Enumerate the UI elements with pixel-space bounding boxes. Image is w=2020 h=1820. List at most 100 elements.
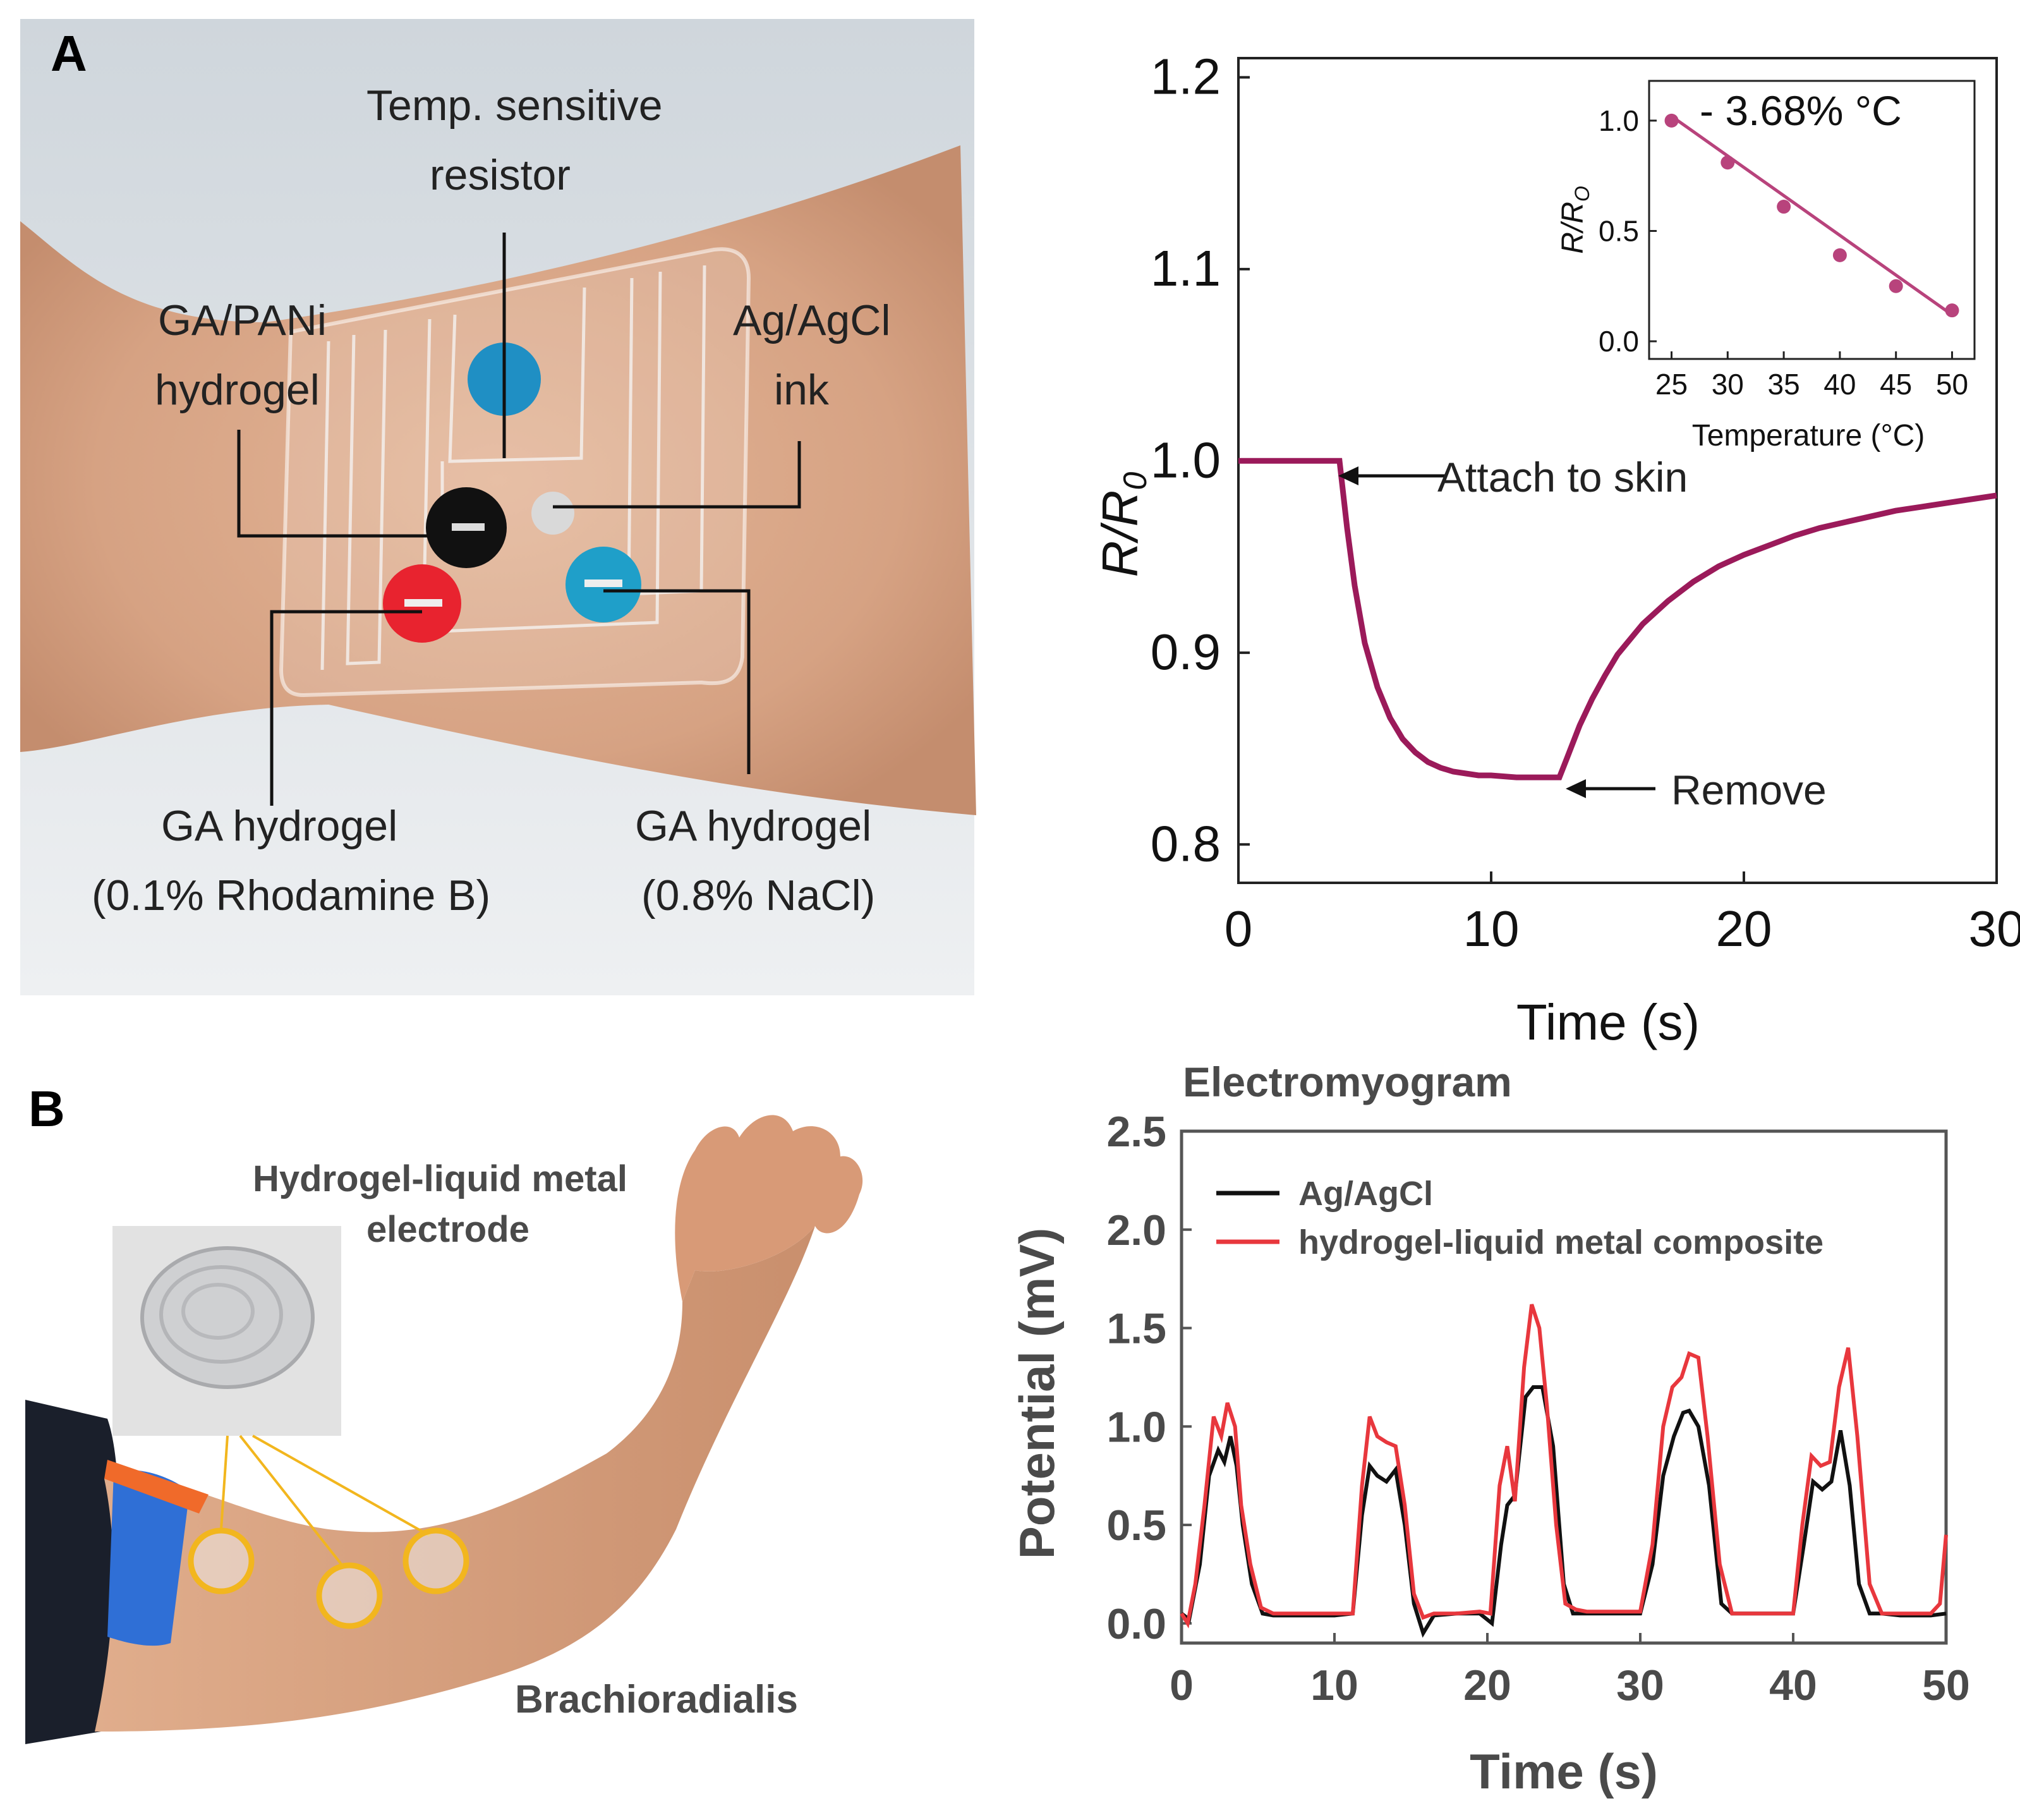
label-ga-pani-line2: hydrogel	[155, 366, 320, 414]
label-ga-rhodamine-line2: (0.1% Rhodamine B)	[92, 871, 490, 919]
red-dot-contact	[404, 599, 442, 607]
emg-y-tick-label: 2.0	[1106, 1206, 1166, 1254]
inset-frame	[1648, 80, 1976, 360]
emg-y-tick-label: 2.5	[1106, 1108, 1166, 1156]
label-ga-nacl-line1: GA hydrogel	[635, 802, 871, 850]
electrode-ring-1	[188, 1527, 255, 1594]
electrode-leader-lines	[220, 1435, 430, 1565]
resistance-y-ticks: 0.8 0.9 1.0 1.1 1.2	[1151, 48, 1250, 871]
inset-points	[1664, 113, 1959, 318]
resistance-y-tick-label: 1.2	[1151, 48, 1221, 104]
emg-chart: Electromyogram 0.0 0.5 1.0 1.5 2.0 2.5 0 10 20 3…	[1009, 1059, 1970, 1799]
black-dot-contact	[452, 523, 485, 531]
inset-x-tick-label: 40	[1823, 368, 1856, 401]
legend-label-composite: hydrogel-liquid metal composite	[1298, 1223, 1823, 1261]
panel-letter-a: A	[51, 25, 87, 82]
inset-y-ticks: 0.0 0.5 1.0	[1599, 104, 1657, 358]
inset-data-point	[1777, 200, 1791, 214]
label-electrode-line2: electrode	[366, 1209, 529, 1250]
emg-line-ag-agcl	[1180, 1385, 1947, 1638]
resistance-y-tick-label: 1.1	[1151, 240, 1221, 296]
label-ga-rhodamine-line1: GA hydrogel	[161, 802, 397, 850]
resistance-x-tick-label: 30	[1969, 901, 2020, 957]
label-ag-agcl-ink-line2: ink	[774, 366, 830, 414]
inset-fit-line	[1671, 114, 1953, 317]
panel-b-photo: Hydrogel-liquid metal electrode Brachior…	[25, 1115, 863, 1744]
emg-x-tick-label: 40	[1769, 1661, 1817, 1709]
inset-data-point	[1945, 303, 1959, 318]
emg-line-composite	[1180, 1304, 1948, 1629]
label-temp-resistor-line2: resistor	[430, 151, 571, 199]
resistance-y-tick-label: 0.9	[1151, 624, 1221, 680]
inset-x-tick-label: 45	[1880, 368, 1912, 401]
emg-x-tick-label: 20	[1463, 1661, 1511, 1709]
orange-strap	[104, 1460, 209, 1514]
inset-y-tick-label: 0.0	[1599, 325, 1639, 358]
silver-ink-dot	[531, 492, 574, 535]
inset-slope-annotation: - 3.68% °C	[1700, 87, 1902, 134]
label-ag-agcl-ink-line1: Ag/AgCl	[733, 296, 890, 344]
forearm	[20, 145, 976, 815]
label-ga-nacl-line2: (0.8% NaCl)	[641, 871, 875, 919]
inset-x-tick-label: 30	[1712, 368, 1744, 401]
leader-lines	[237, 233, 801, 806]
emg-x-tick-label: 30	[1616, 1661, 1664, 1709]
panel-letter-b: B	[28, 1081, 65, 1137]
inset-x-ticks: 25 30 35 40 45 50	[1655, 351, 1968, 401]
inset-y-tick-label: 1.0	[1599, 104, 1639, 137]
temperature-inset: 0.0 0.5 1.0 25 30 35 40 45 50 - 3.68% °C Temper…	[1556, 80, 1976, 452]
emg-x-ticks: 0 10 20 30 40 50	[1170, 1633, 1970, 1709]
emg-x-tick-label: 10	[1310, 1661, 1358, 1709]
resistance-x-tick-label: 20	[1716, 901, 1772, 957]
resistance-y-tick-label: 0.8	[1151, 815, 1221, 871]
electrode-ring-3	[402, 1527, 469, 1594]
remove-label: Remove	[1671, 767, 1827, 813]
inset-data-point	[1889, 279, 1903, 293]
resistance-chart: 0.8 0.9 1.0 1.1 1.2 0 10 20 30 Time (s) R/R0 At…	[1092, 48, 2020, 1050]
emg-y-tick-label: 1.0	[1106, 1403, 1166, 1451]
resistance-plot-frame	[1237, 57, 1998, 884]
blue-strap	[107, 1470, 190, 1646]
emg-x-axis-label: Time (s)	[1470, 1744, 1658, 1799]
resistance-line	[1238, 458, 1997, 780]
inset-y-tick-label: 0.5	[1599, 214, 1639, 247]
resistance-y-tick-label: 1.0	[1151, 432, 1221, 488]
emg-y-tick-label: 0.5	[1106, 1502, 1166, 1550]
emg-x-tick-label: 50	[1922, 1661, 1970, 1709]
label-ga-pani-line1: GA/PANi	[158, 296, 327, 344]
inset-y-axis-label: R/RO	[1556, 186, 1594, 254]
inset-data-point	[1664, 113, 1679, 128]
inset-x-tick-label: 35	[1768, 368, 1800, 401]
panel-a-photo: Temp. sensitive resistor GA/PANi hydroge…	[20, 19, 976, 995]
resistance-x-axis-label: Time (s)	[1516, 994, 1700, 1050]
fist	[675, 1115, 863, 1302]
label-temp-resistor-line1: Temp. sensitive	[366, 82, 663, 130]
emg-y-axis-label: Potential (mV)	[1009, 1228, 1065, 1559]
emg-legend: Ag/AgCl hydrogel-liquid metal composite	[1216, 1175, 1823, 1261]
electrode-ring-2	[316, 1562, 383, 1629]
label-electrode-line1: Hydrogel-liquid metal	[253, 1158, 627, 1199]
inset-x-axis-label: Temperature (°C)	[1692, 419, 1925, 452]
emg-y-tick-label: 1.5	[1106, 1305, 1166, 1353]
attach-annotation: Attach to skin	[1338, 454, 1688, 500]
emg-x-tick-label: 0	[1170, 1661, 1194, 1709]
emg-y-ticks: 0.0 0.5 1.0 1.5 2.0 2.5	[1106, 1108, 1192, 1648]
inset-data-point	[1832, 248, 1847, 262]
legend-label-ag-agcl: Ag/AgCl	[1298, 1175, 1433, 1213]
label-brachioradialis: Brachioradialis	[515, 1678, 798, 1721]
emg-title: Electromyogram	[1183, 1059, 1512, 1105]
emg-plot-frame	[1180, 1129, 1948, 1645]
attach-to-skin-label: Attach to skin	[1437, 454, 1688, 500]
blue-dot-contact	[584, 579, 622, 587]
resistance-x-tick-label: 0	[1225, 901, 1253, 957]
inset-data-point	[1721, 155, 1735, 170]
emg-y-tick-label: 0.0	[1106, 1600, 1166, 1648]
resistance-y-axis-label: R/R0	[1092, 472, 1154, 578]
inset-x-tick-label: 25	[1655, 368, 1688, 401]
inset-x-tick-label: 50	[1936, 368, 1968, 401]
shirt-sleeve	[25, 1400, 119, 1744]
resistance-x-ticks: 0 10 20 30	[1225, 871, 2020, 957]
arm	[95, 1226, 815, 1732]
remove-annotation: Remove	[1566, 767, 1827, 813]
